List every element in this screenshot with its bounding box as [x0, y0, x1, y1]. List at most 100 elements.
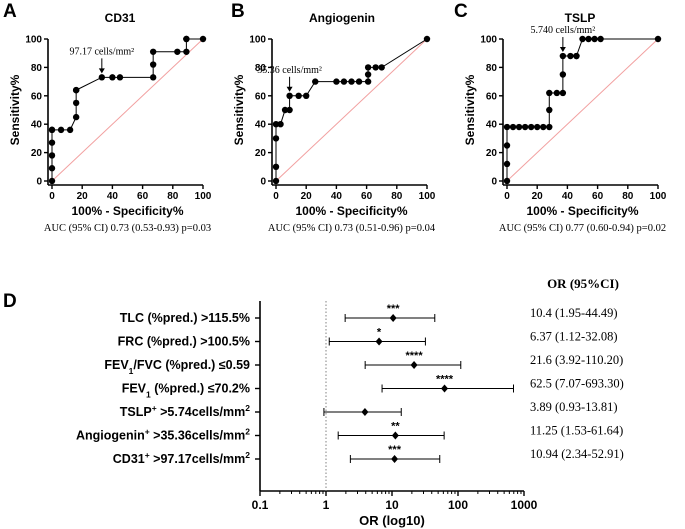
roc-point — [72, 113, 80, 121]
y-tick-label: 20 — [486, 148, 498, 159]
panel-title: Angiogenin — [309, 11, 375, 25]
roc-point — [540, 123, 547, 131]
y-tick-label: 80 — [486, 63, 498, 74]
y-tick-label: 40 — [486, 120, 498, 131]
roc-point — [372, 64, 379, 71]
roc-point — [340, 78, 348, 85]
roc-panel-c: C TSLP 0 20 40 60 80 100 0 20 40 60 80 100 Sensitivity… — [454, 1, 667, 234]
roc-point — [277, 121, 284, 128]
roc-point — [66, 126, 74, 134]
y-tick-label: 40 — [31, 120, 43, 131]
roc-point — [509, 123, 517, 131]
roc-point — [364, 78, 372, 85]
roc-point — [183, 48, 190, 55]
roc-point — [281, 106, 289, 114]
roc-point — [546, 123, 553, 131]
x-tick-label: 100 — [419, 191, 436, 202]
or-marker — [410, 361, 418, 369]
roc-point — [272, 121, 280, 128]
x-tick-label: 80 — [167, 191, 179, 202]
panel-letter: B — [231, 1, 245, 22]
roc-point — [579, 35, 586, 43]
roc-point — [355, 78, 363, 85]
roc-point — [116, 74, 124, 81]
x-tick-label: 40 — [331, 191, 343, 202]
auc-text: AUC (95% CI) 0.73 (0.51-0.96) p=0.04 — [268, 223, 436, 234]
x-tick-label: 20 — [77, 191, 89, 202]
x-tick-label: 0.1 — [252, 498, 269, 512]
x-tick-label: 1 — [323, 498, 330, 512]
x-tick-label: 40 — [562, 191, 574, 202]
or-value-text: 10.4 (1.95-44.49) — [530, 306, 618, 320]
roc-point — [546, 89, 553, 97]
y-tick-label: 80 — [31, 63, 43, 74]
row-label: CD31+ >97.17cells/mm2 — [113, 450, 251, 466]
roc-point — [503, 160, 511, 168]
or-value-text: 21.6 (3.92-110.20) — [530, 353, 623, 367]
roc-point — [199, 35, 207, 43]
roc-point — [527, 123, 535, 131]
row-label: FEV1/FVC (%pred.) ≤0.59 — [104, 358, 250, 376]
y-tick-label: 80 — [255, 63, 267, 74]
x-tick-label: 40 — [107, 191, 119, 202]
x-axis-title: 100% - Specificity% — [295, 204, 407, 218]
roc-point — [364, 64, 372, 71]
y-tick-label: 40 — [255, 120, 267, 131]
roc-point — [48, 126, 56, 134]
roc-point — [333, 78, 340, 85]
roc-point — [515, 123, 523, 131]
roc-panel-a: A CD31 0 20 40 60 80 100 0 20 40 60 80 100 Sensitivity… — [3, 1, 212, 234]
panel-title: TSLP — [565, 11, 596, 25]
significance-stars: *** — [388, 444, 402, 456]
roc-point — [174, 48, 181, 55]
or-marker — [391, 455, 399, 463]
significance-stars: * — [377, 327, 382, 339]
roc-point — [48, 177, 56, 185]
significance-stars: **** — [436, 374, 454, 386]
cutoff-label: 35.36 cells/mm² — [257, 65, 322, 76]
roc-point — [559, 71, 567, 78]
cutoff-arrowhead — [286, 86, 293, 92]
y-tick-label: 0 — [36, 177, 42, 188]
roc-point — [546, 106, 553, 114]
roc-point — [286, 92, 293, 100]
auc-text: AUC (95% CI) 0.77 (0.60-0.94) p=0.02 — [499, 223, 666, 234]
y-tick-label: 100 — [25, 35, 42, 46]
roc-point — [48, 139, 56, 146]
roc-point — [72, 99, 80, 107]
roc-panel-b: B Angiogenin 0 20 40 60 80 100 0 20 40 60 80 100 Sensi… — [231, 1, 436, 234]
roc-point — [573, 52, 580, 60]
x-tick-label: 20 — [532, 191, 544, 202]
roc-point — [48, 152, 56, 159]
x-tick-label: 1000 — [511, 498, 538, 512]
panel-title: CD31 — [105, 11, 136, 25]
row-label: Angiogenin+ >35.36cells/mm2 — [76, 427, 250, 443]
cutoff-arrowhead — [559, 47, 566, 53]
roc-point — [559, 52, 567, 60]
y-tick-label: 100 — [249, 35, 266, 46]
x-axis-title: 100% - Specificity% — [71, 204, 183, 218]
x-tick-label: 80 — [391, 191, 403, 202]
roc-point — [57, 126, 65, 134]
roc-point — [503, 142, 511, 149]
cutoff-label: 5.740 cells/mm² — [531, 25, 596, 36]
roc-point — [534, 123, 541, 131]
y-tick-label: 20 — [31, 148, 43, 159]
roc-point — [364, 71, 372, 78]
chance-diagonal — [506, 38, 659, 182]
y-tick-label: 60 — [255, 91, 267, 102]
panel-letter: A — [3, 1, 17, 22]
row-label: TLC (%pred.) >115.5% — [120, 311, 250, 325]
x-tick-label: 60 — [137, 191, 149, 202]
x-tick-label: 100 — [195, 191, 212, 202]
roc-point — [378, 64, 385, 71]
roc-point — [109, 74, 116, 81]
panel-letter: D — [3, 291, 17, 312]
roc-point — [48, 165, 56, 172]
y-tick-label: 0 — [260, 177, 266, 188]
or-value-text: 6.37 (1.12-32.08) — [530, 330, 618, 344]
roc-point — [303, 92, 310, 100]
or-value-text: 11.25 (1.53-61.64) — [530, 424, 623, 438]
y-axis-title: Sensitivity% — [8, 74, 22, 145]
forest-panel-d: D OR (95%CI) 0.1 1 10 100 1000 OR (log10) TLC (%… — [3, 276, 624, 528]
